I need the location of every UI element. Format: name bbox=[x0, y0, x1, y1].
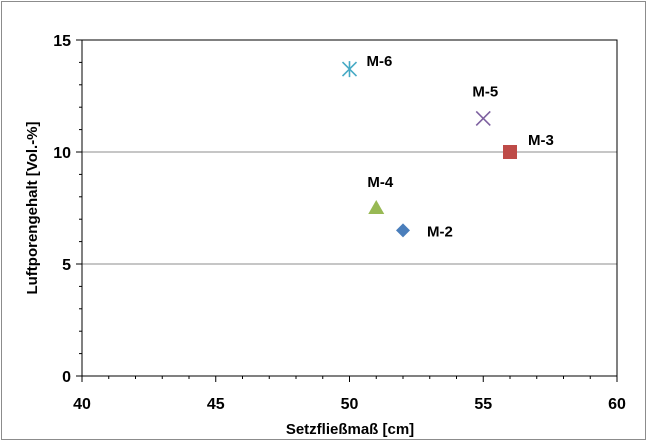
data-point-m-4 bbox=[368, 200, 385, 214]
plot-area bbox=[81, 39, 618, 377]
gridlines bbox=[82, 151, 617, 265]
point-labels: M-2 M-3 M-4 M-5 M-6 bbox=[367, 53, 554, 240]
point-label-m-2: M-2 bbox=[427, 223, 453, 240]
x-tick-label: 50 bbox=[341, 396, 359, 413]
point-label-m-6: M-6 bbox=[367, 53, 393, 70]
data-points bbox=[341, 61, 517, 238]
data-point-m-5 bbox=[475, 110, 491, 126]
y-tick-label: 10 bbox=[53, 145, 71, 162]
x-tick-label: 60 bbox=[608, 396, 626, 413]
data-point-m-6 bbox=[341, 61, 358, 78]
y-axis-title: Luftporengehalt [Vol.-%] bbox=[24, 121, 41, 294]
x-marker-stroke bbox=[475, 110, 491, 126]
x-tick-label: 45 bbox=[207, 396, 225, 413]
point-label-m-4: M-4 bbox=[367, 174, 393, 191]
point-label-m-5: M-5 bbox=[472, 83, 498, 100]
y-tick-label: 0 bbox=[62, 369, 71, 386]
data-point-m-3 bbox=[503, 145, 517, 159]
axis-tick-labels: 0 5 10 15 40 45 50 55 60 bbox=[53, 33, 626, 413]
y-tick-label: 5 bbox=[62, 257, 71, 274]
data-point-m-2 bbox=[396, 223, 410, 238]
y-tick-label: 15 bbox=[53, 33, 71, 50]
axis-ticks bbox=[76, 39, 618, 382]
x-axis-title: Setzfließmaß [cm] bbox=[286, 421, 414, 438]
x-tick-label: 40 bbox=[73, 396, 91, 413]
x-tick-label: 55 bbox=[474, 396, 492, 413]
point-label-m-3: M-3 bbox=[528, 132, 554, 149]
